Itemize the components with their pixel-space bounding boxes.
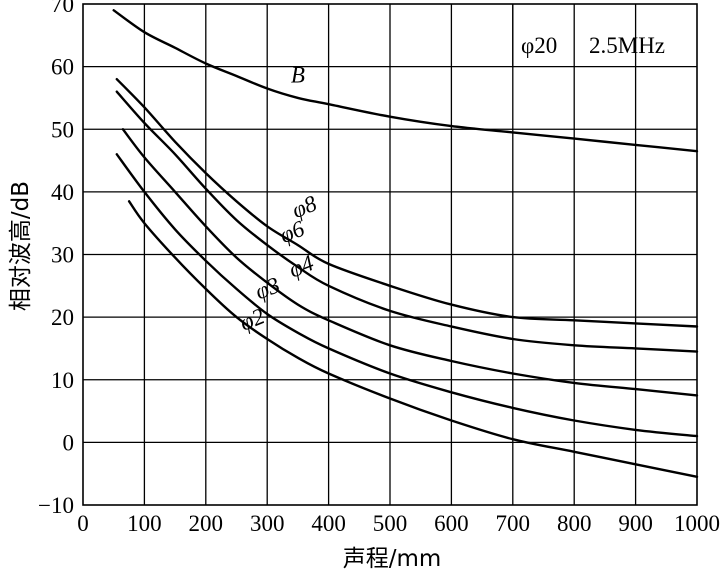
x-tick-label: 100 xyxy=(127,511,162,536)
legend-diameter: φ20 xyxy=(521,33,557,58)
legend: φ20 2.5MHz xyxy=(521,33,665,58)
x-tick-label: 800 xyxy=(557,511,592,536)
x-tick-label: 500 xyxy=(373,511,408,536)
y-tick-label: −10 xyxy=(38,493,74,518)
x-tick-labels: 0 100 200 300 400 500 600 700 800 900 1000 xyxy=(77,511,720,536)
x-tick-label: 900 xyxy=(618,511,653,536)
legend-frequency: 2.5MHz xyxy=(589,33,665,58)
x-tick-label: 600 xyxy=(434,511,469,536)
y-tick-label: 30 xyxy=(51,243,74,268)
curve-label: B xyxy=(291,62,305,87)
y-tick-labels: 70 60 50 40 30 20 10 0 −10 xyxy=(38,0,74,518)
y-axis-title: 相对波高/dB xyxy=(8,181,34,311)
series-curve-B xyxy=(112,9,699,153)
y-tick-label: 50 xyxy=(51,117,74,142)
curve-label: φ3 xyxy=(252,272,284,304)
series-curve-φ2 xyxy=(127,200,699,478)
series-curve-φ8 xyxy=(115,78,699,328)
y-tick-label: 0 xyxy=(63,430,75,455)
grid xyxy=(82,3,698,506)
plot-frame xyxy=(82,3,698,506)
y-tick-label: 60 xyxy=(51,55,74,80)
y-tick-label: 40 xyxy=(51,180,74,205)
curves xyxy=(112,9,699,478)
x-tick-label: 200 xyxy=(189,511,224,536)
series-curve-φ3 xyxy=(115,153,699,438)
series-curve-φ4 xyxy=(121,128,699,397)
x-tick-label: 700 xyxy=(496,511,531,536)
x-tick-label: 300 xyxy=(250,511,285,536)
series-curve-φ6 xyxy=(115,90,699,353)
curve-label: φ2 xyxy=(236,303,268,335)
y-tick-label: 70 xyxy=(51,0,74,17)
x-tick-label: 400 xyxy=(311,511,346,536)
y-tick-label: 10 xyxy=(51,368,74,393)
x-axis-title: 声程/mm xyxy=(343,546,442,572)
x-tick-label: 0 xyxy=(77,511,89,536)
y-tick-label: 20 xyxy=(51,305,74,330)
x-tick-label: 1000 xyxy=(674,511,720,536)
